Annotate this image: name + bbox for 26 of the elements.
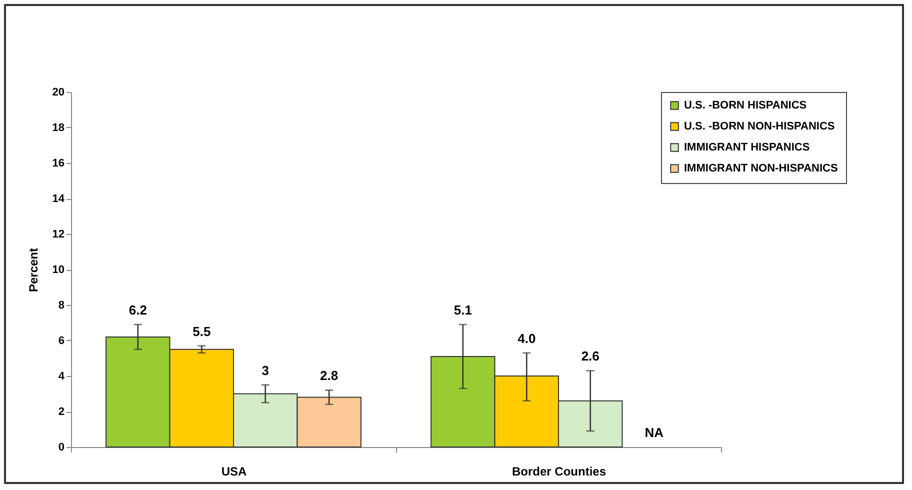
x-tick-label: USA [221,464,247,478]
y-tick-label: 12 [52,228,64,240]
data-label: 5.5 [192,324,211,339]
data-label: 4.0 [518,330,536,346]
text: NA [644,425,664,440]
legend-label: U.S. -BORN NON-HISPANICS [684,120,835,132]
y-tick-label: 20 [52,86,64,98]
legend-label: IMMIGRANT NON-HISPANICS [684,162,838,174]
legend-label: IMMIGRANT HISPANICS [684,142,810,154]
data-label: 5.1 [454,302,472,318]
y-tick-label: 6 [58,335,64,347]
data-label: 2.6 [581,348,600,364]
y-tick-label: 0 [58,442,64,454]
y-tick-label: 4 [58,370,66,382]
y-tick-label: 18 [52,122,64,134]
y-tick-label: 16 [52,158,64,170]
y-tick-label: 10 [52,264,64,276]
y-axis-title: Percent [26,248,40,292]
data-label: 6.2 [128,302,147,318]
data-label: 3 [262,362,269,378]
y-tick-label: 8 [58,300,64,312]
y-tick-label: 14 [52,193,66,205]
x-tick-label: Border Counties [512,464,606,478]
y-tick-label: 2 [58,406,64,418]
legend-label: U.S. -BORN HISPANICS [684,100,807,112]
data-label: 2.8 [320,368,338,384]
